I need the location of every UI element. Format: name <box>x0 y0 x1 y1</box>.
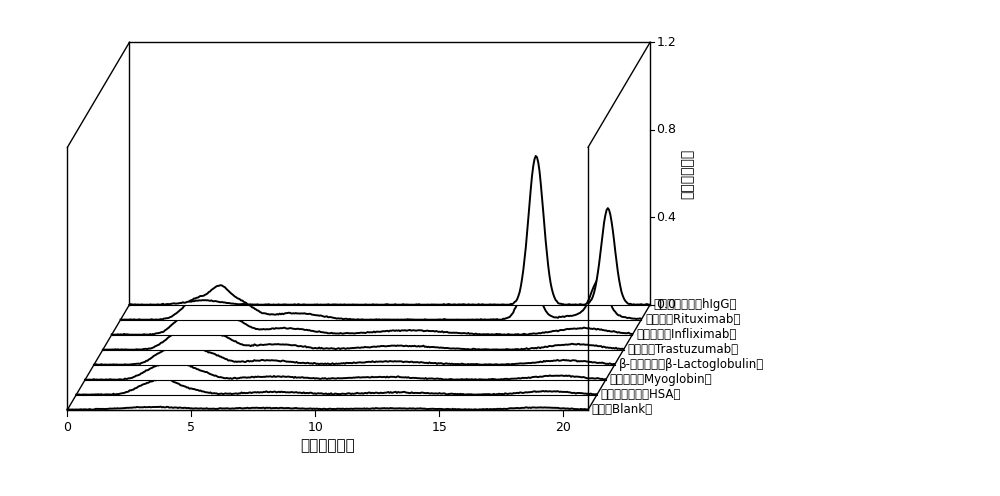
Text: 人免疫球蛋白（hIgG）: 人免疫球蛋白（hIgG） <box>654 298 737 311</box>
Text: 5: 5 <box>187 421 195 434</box>
Text: 时间（分钟）: 时间（分钟） <box>300 438 355 453</box>
Polygon shape <box>67 42 650 147</box>
Text: 20: 20 <box>555 421 571 434</box>
Text: β-乳球蛋白（β-Lactoglobulin）: β-乳球蛋白（β-Lactoglobulin） <box>618 358 764 371</box>
Text: 英夫利普（Infliximab）: 英夫利普（Infliximab） <box>636 328 736 341</box>
Text: 0.4: 0.4 <box>656 211 676 224</box>
Text: 肌红蛋白（Myoglobin）: 肌红蛋白（Myoglobin） <box>610 373 712 386</box>
Text: 信号（毫伏）: 信号（毫伏） <box>680 148 694 198</box>
Text: 15: 15 <box>431 421 447 434</box>
Text: 0.8: 0.8 <box>656 124 676 136</box>
Text: 人血清白蛋白（HSA）: 人血清白蛋白（HSA） <box>601 388 681 401</box>
Text: 利妦普（Rituximab）: 利妦普（Rituximab） <box>645 313 740 326</box>
Text: 0.0: 0.0 <box>656 298 676 311</box>
Text: 10: 10 <box>307 421 323 434</box>
Text: 空白（Blank）: 空白（Blank） <box>592 403 653 416</box>
Text: 0: 0 <box>63 421 71 434</box>
Text: 1.2: 1.2 <box>656 36 676 49</box>
Text: 曲妦珠（Trastuzumab）: 曲妦珠（Trastuzumab） <box>627 343 738 356</box>
